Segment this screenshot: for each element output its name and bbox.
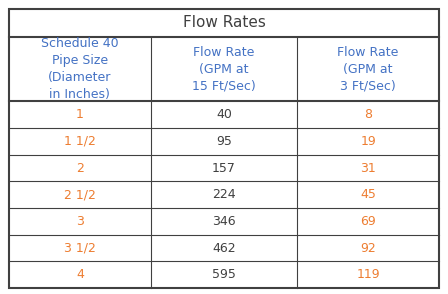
Text: 40: 40 xyxy=(216,108,232,121)
Text: 157: 157 xyxy=(212,162,236,175)
Text: 3 1/2: 3 1/2 xyxy=(64,242,96,255)
Text: 92: 92 xyxy=(360,242,376,255)
Text: 8: 8 xyxy=(364,108,372,121)
Text: Flow Rate
(GPM at
3 Ft/Sec): Flow Rate (GPM at 3 Ft/Sec) xyxy=(337,46,399,93)
Text: 95: 95 xyxy=(216,135,232,148)
Text: 2: 2 xyxy=(76,162,84,175)
Text: 346: 346 xyxy=(212,215,236,228)
Text: 4: 4 xyxy=(76,268,84,281)
Text: Flow Rates: Flow Rates xyxy=(183,15,265,30)
Text: 2 1/2: 2 1/2 xyxy=(64,188,96,201)
Text: 595: 595 xyxy=(212,268,236,281)
Text: 1 1/2: 1 1/2 xyxy=(64,135,96,148)
Text: 224: 224 xyxy=(212,188,236,201)
Text: 69: 69 xyxy=(360,215,376,228)
Text: 31: 31 xyxy=(360,162,376,175)
Text: 462: 462 xyxy=(212,242,236,255)
Text: 3: 3 xyxy=(76,215,84,228)
Text: 119: 119 xyxy=(356,268,380,281)
Text: 45: 45 xyxy=(360,188,376,201)
Text: Flow Rate
(GPM at
15 Ft/Sec): Flow Rate (GPM at 15 Ft/Sec) xyxy=(192,46,256,93)
Text: 1: 1 xyxy=(76,108,84,121)
Text: Schedule 40
Pipe Size
(Diameter
in Inches): Schedule 40 Pipe Size (Diameter in Inche… xyxy=(41,37,119,101)
Text: 19: 19 xyxy=(360,135,376,148)
